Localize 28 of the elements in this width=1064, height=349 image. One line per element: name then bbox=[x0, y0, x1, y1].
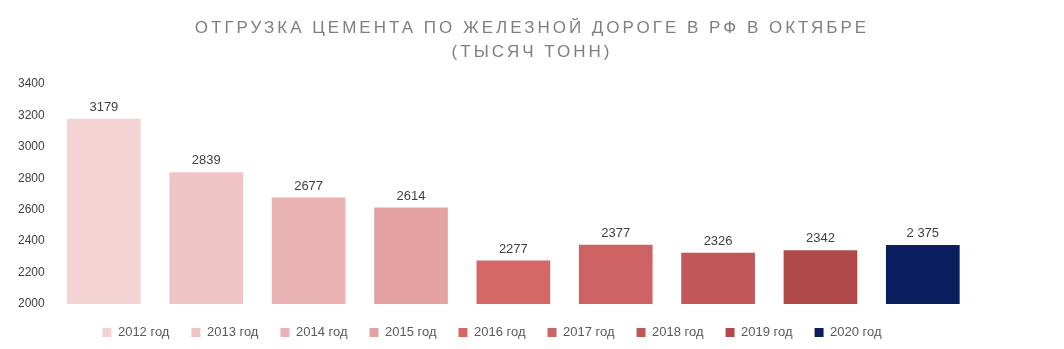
legend-label: 2013 год bbox=[206, 324, 259, 340]
y-tick-label: 2000 bbox=[17, 296, 46, 311]
data-label: 3179 bbox=[89, 98, 119, 114]
data-label: 2839 bbox=[191, 152, 221, 168]
legend-label: 2015 год bbox=[384, 324, 437, 340]
legend-label: 2012 год bbox=[117, 324, 170, 340]
data-label: 2 375 bbox=[906, 225, 940, 241]
y-tick-label: 2600 bbox=[17, 202, 46, 217]
y-tick-label: 3200 bbox=[17, 107, 46, 122]
chart-title: ОТГРУЗКА ЦЕМЕНТА ПО ЖЕЛЕЗНОЙ ДОРОГЕ В РФ В ОКТЯБРЕ bbox=[193, 17, 871, 39]
legend-label: 2018 год bbox=[652, 324, 704, 340]
data-label: 2677 bbox=[294, 177, 324, 193]
legend-label: 2016 год bbox=[473, 324, 526, 340]
legend-label: 2019 год bbox=[741, 324, 793, 340]
legend-label: 2017 год bbox=[563, 324, 615, 340]
y-tick-label: 2800 bbox=[17, 170, 46, 185]
data-label: 2326 bbox=[703, 232, 733, 248]
data-label: 2277 bbox=[498, 240, 528, 256]
data-label: 2614 bbox=[396, 187, 426, 203]
legend-label: 2020 год bbox=[830, 324, 882, 340]
legend-label: 2014 год bbox=[295, 324, 348, 340]
y-tick-label: 2200 bbox=[17, 264, 46, 279]
y-tick-label: 3400 bbox=[17, 76, 46, 91]
data-label: 2377 bbox=[601, 224, 631, 240]
y-tick-label: 3000 bbox=[17, 139, 46, 154]
chart-subtitle: (ТЫСЯЧ ТОНН) bbox=[450, 41, 614, 63]
data-label: 2342 bbox=[805, 230, 835, 246]
y-tick-label: 2400 bbox=[17, 233, 46, 248]
